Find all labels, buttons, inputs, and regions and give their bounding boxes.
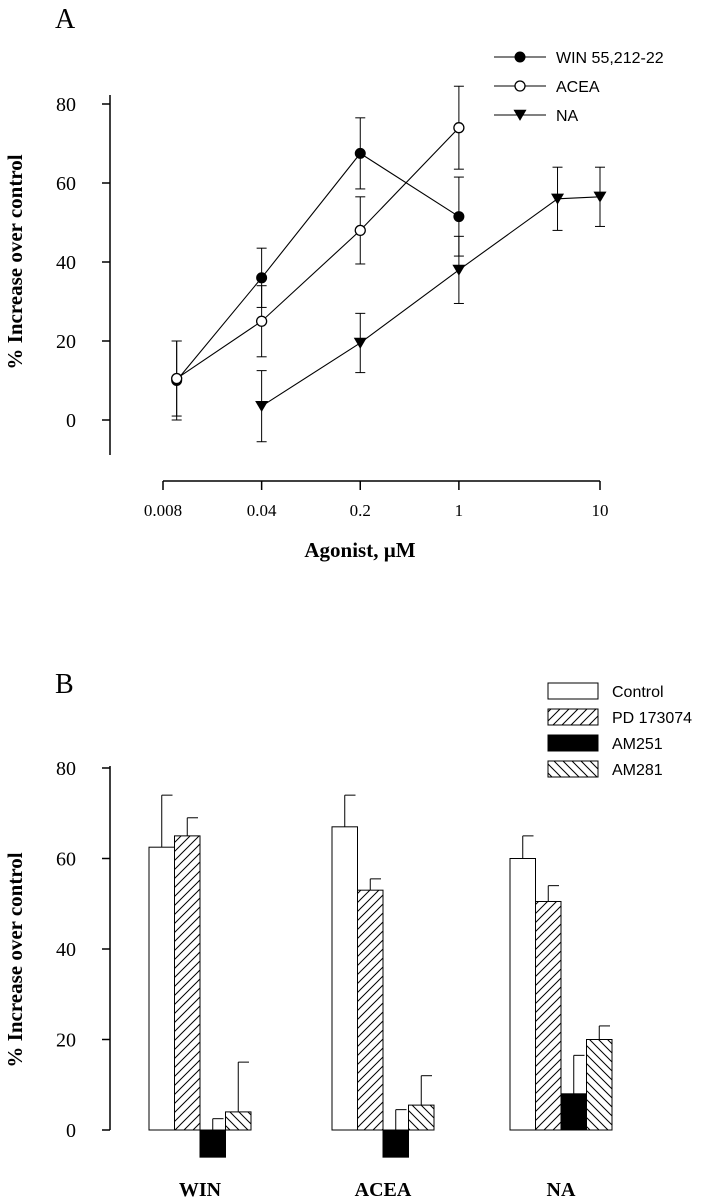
panel-a-y-tick-label: 40 <box>56 252 76 274</box>
data-point <box>171 372 183 385</box>
legend-item: WIN 55,212-22 <box>494 50 664 67</box>
data-point <box>453 122 465 134</box>
panel-b-y-ticks: 0 20 40 60 80 <box>56 758 110 1142</box>
legend-item: PD 173074 <box>547 708 692 727</box>
category-label: WIN <box>179 1179 222 1199</box>
panel-a-y-ticks: 0 20 40 60 80 <box>56 94 110 432</box>
legend-marker <box>514 51 526 63</box>
bar-am251 <box>199 1129 226 1158</box>
bar-control <box>148 846 175 1131</box>
bar-am281 <box>586 1039 613 1131</box>
data-point <box>453 211 465 223</box>
panel-a-y-tick-label: 60 <box>56 173 76 195</box>
panel-a-label: A <box>55 4 76 35</box>
data-point <box>255 315 268 327</box>
panel-a-y-tick-label: 0 <box>66 410 76 432</box>
panel-b-legend: Control PD 173074 AM251 AM281 <box>547 682 692 779</box>
bar-group-acea <box>331 794 435 1158</box>
panel-b-y-tick-label: 60 <box>56 849 76 871</box>
data-point <box>354 147 366 159</box>
legend-item: NA <box>494 108 579 125</box>
series-line <box>261 196 601 407</box>
panel-a-y-axis-label: % Increase over control <box>3 154 27 369</box>
panel-b-y-axis-label: % Increase over control <box>3 852 27 1067</box>
data-point <box>593 191 607 203</box>
category-label: ACEA <box>355 1179 412 1199</box>
panel-b-category-labels: WIN ACEA NA <box>179 1179 576 1199</box>
panel-b-y-tick-label: 0 <box>66 1120 76 1142</box>
bar-am281 <box>408 1104 435 1131</box>
panel-a-x-axis-label: Agonist, µM <box>304 538 415 562</box>
panel-a-x-tick-label: 1 <box>455 501 464 520</box>
bar-pd-173074 <box>357 889 384 1131</box>
data-point <box>353 337 367 349</box>
bar-group-na <box>509 835 613 1131</box>
legend-label: AM281 <box>612 762 663 779</box>
legend-label: NA <box>556 108 579 125</box>
panel-a-x-ticks: 0.008 0.04 0.2 1 10 <box>144 481 609 520</box>
data-point <box>354 224 366 237</box>
panel-a-series <box>171 85 607 443</box>
data-point <box>255 400 269 413</box>
series-na <box>255 166 607 443</box>
panel-a-x-tick-label: 10 <box>592 501 609 520</box>
bar-pd-173074 <box>535 900 562 1131</box>
legend-swatch <box>547 708 599 726</box>
panel-a-legend: WIN 55,212-22 ACEA NA <box>494 50 664 125</box>
panel-b: B 0 20 40 60 80 WIN ACEA NA % Increase over co… <box>3 669 692 1199</box>
panel-a-x-tick-label: 0.008 <box>144 501 182 520</box>
legend-label: AM251 <box>612 736 663 753</box>
panel-b-y-tick-label: 20 <box>56 1030 76 1052</box>
series-line <box>176 152 460 381</box>
panel-a: A 0 20 40 60 80 0.008 0.04 0.2 1 10 % Increase o… <box>3 4 664 562</box>
legend-marker <box>513 109 527 121</box>
panel-b-label: B <box>55 669 74 700</box>
legend-label: PD 173074 <box>612 710 692 727</box>
panel-a-x-tick-label: 0.04 <box>247 501 277 520</box>
panel-a-y-tick-label: 80 <box>56 94 76 116</box>
data-point <box>256 272 268 284</box>
panel-a-y-tick-label: 20 <box>56 331 76 353</box>
legend-swatch <box>547 734 599 752</box>
bar-control <box>509 858 536 1131</box>
legend-label: ACEA <box>556 79 600 96</box>
legend-item: AM281 <box>547 760 663 779</box>
legend-item: ACEA <box>494 79 600 96</box>
data-point <box>452 264 466 276</box>
legend-item: AM251 <box>547 734 663 753</box>
bar-control <box>331 826 358 1131</box>
bar-am251 <box>560 1093 587 1131</box>
series-line <box>176 127 460 379</box>
bar-pd-173074 <box>174 835 201 1131</box>
bar-group-win <box>148 794 252 1158</box>
legend-swatch <box>547 760 599 778</box>
legend-label: WIN 55,212-22 <box>556 50 664 67</box>
series-acea <box>171 85 465 417</box>
panel-b-y-tick-label: 40 <box>56 939 76 961</box>
legend-swatch <box>547 682 599 700</box>
bar-am251 <box>382 1129 409 1158</box>
bar-am281 <box>225 1111 252 1131</box>
legend-item: Control <box>547 682 664 701</box>
category-label: NA <box>547 1179 576 1199</box>
data-point <box>551 193 565 205</box>
panel-a-x-tick-label: 0.2 <box>350 501 371 520</box>
panel-b-bars <box>148 794 613 1158</box>
legend-marker <box>514 80 526 92</box>
panel-a-axes <box>109 95 600 482</box>
panel-b-y-tick-label: 80 <box>56 758 76 780</box>
legend-label: Control <box>612 684 664 701</box>
